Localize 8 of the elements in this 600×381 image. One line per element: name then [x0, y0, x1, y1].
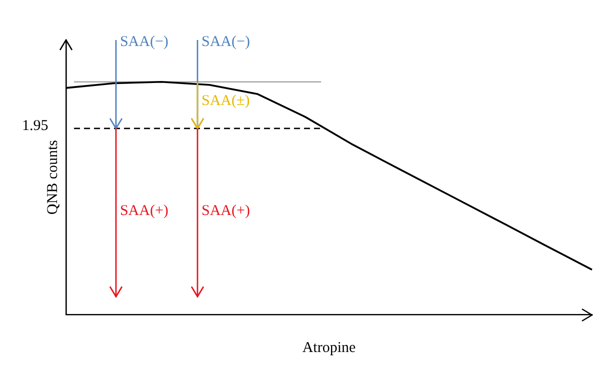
y-axis-title: QNB counts [44, 140, 61, 215]
x-axis-title: Atropine [302, 340, 356, 356]
annotation: SAA(+) [202, 202, 250, 220]
text: 1.95 [22, 118, 48, 136]
text: SAA(−) [120, 34, 168, 52]
annotation: SAA(±) [202, 93, 250, 110]
text: SAA(−) [202, 34, 250, 52]
annotation: SAA(+) [120, 202, 168, 220]
